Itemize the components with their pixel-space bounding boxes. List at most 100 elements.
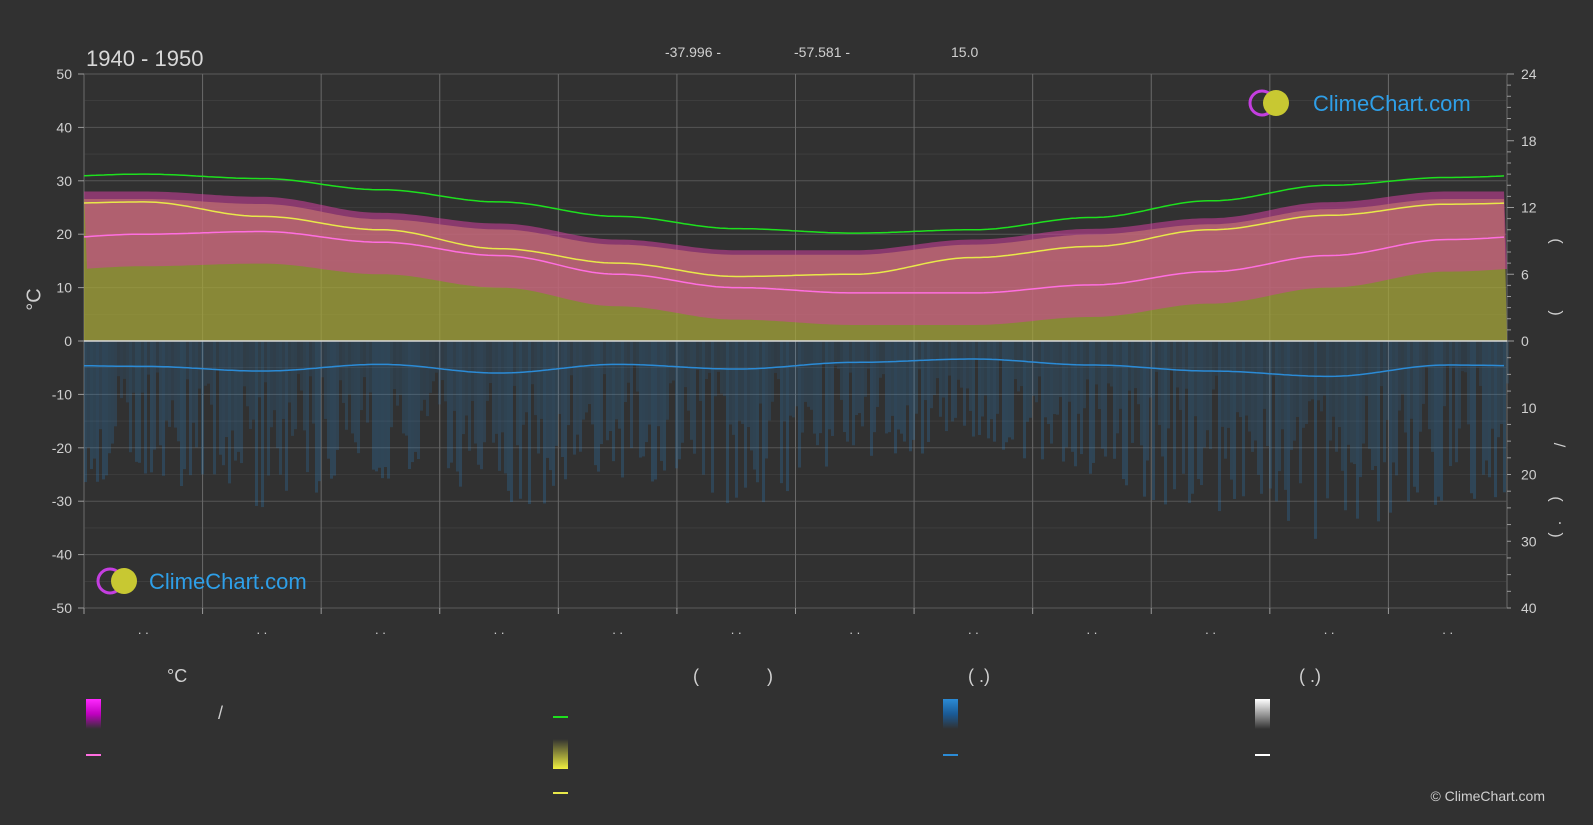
rain-bar bbox=[486, 341, 489, 401]
rain-bar bbox=[513, 341, 516, 386]
rain-bar bbox=[438, 341, 441, 405]
rain-bar bbox=[582, 341, 585, 420]
rain-bar bbox=[279, 341, 282, 475]
rain-bar bbox=[879, 341, 882, 378]
rain-bar bbox=[1125, 341, 1128, 486]
rain-bar bbox=[297, 341, 300, 374]
longitude-label: -57.581 - bbox=[794, 44, 851, 60]
rain-bar bbox=[813, 341, 816, 434]
rain-bar bbox=[510, 341, 513, 502]
right-mm-tick-label: 10 bbox=[1521, 400, 1537, 416]
rain-bar bbox=[606, 341, 609, 441]
rain-bar bbox=[1476, 341, 1479, 368]
rain-bar bbox=[414, 341, 417, 452]
rain-bar bbox=[339, 341, 342, 381]
right-axis-lower-dot: · bbox=[1551, 520, 1569, 526]
rain-bar bbox=[1134, 341, 1137, 389]
rain-bar bbox=[150, 341, 153, 473]
rain-bar bbox=[99, 341, 102, 430]
rain-bar bbox=[219, 341, 222, 455]
rain-bar bbox=[861, 341, 864, 427]
rain-bar bbox=[372, 341, 375, 470]
rain-bar bbox=[651, 341, 654, 482]
rain-bar bbox=[1395, 341, 1398, 476]
rain-bar bbox=[405, 341, 408, 436]
rain-bar bbox=[1050, 341, 1053, 444]
logo-text-top[interactable]: ClimeChart.com bbox=[1313, 91, 1471, 116]
rain-bar bbox=[1236, 341, 1239, 413]
logo-top[interactable] bbox=[1248, 89, 1289, 117]
rain-bar bbox=[591, 341, 594, 425]
rain-bar bbox=[648, 341, 651, 425]
rain-bar bbox=[375, 341, 378, 472]
rain-bar bbox=[783, 341, 786, 422]
rain-bar bbox=[1194, 341, 1197, 417]
rain-bar bbox=[1008, 341, 1011, 438]
logo-text-bottom[interactable]: ClimeChart.com bbox=[149, 569, 307, 594]
rain-bar bbox=[378, 341, 381, 468]
left-tick-label: -50 bbox=[52, 600, 72, 616]
rain-bar bbox=[594, 341, 597, 466]
rain-bar bbox=[264, 341, 267, 383]
right-axis-paren-open: ( bbox=[1547, 238, 1565, 244]
rain-bar bbox=[336, 341, 339, 450]
rain-bar bbox=[804, 341, 807, 402]
rain-bar bbox=[1218, 341, 1221, 512]
rain-bar bbox=[978, 341, 981, 435]
rain-bar bbox=[234, 341, 237, 461]
rain-bar bbox=[702, 341, 705, 475]
rain-bar bbox=[516, 341, 519, 446]
rain-bar bbox=[462, 341, 465, 435]
rain-bar bbox=[561, 341, 564, 458]
right-axis-lower-close: ) bbox=[1547, 532, 1565, 538]
rain-bar bbox=[1458, 341, 1461, 429]
rain-bar bbox=[930, 341, 933, 409]
rain-bar bbox=[828, 341, 831, 430]
rain-bar bbox=[1350, 341, 1353, 463]
rain-bar bbox=[990, 341, 993, 420]
rain-bar bbox=[1305, 341, 1308, 424]
rain-bar bbox=[129, 341, 132, 453]
rain-bar bbox=[240, 341, 243, 464]
rain-bar bbox=[1344, 341, 1347, 511]
rain-bar bbox=[1032, 341, 1035, 396]
rain-bar bbox=[1242, 341, 1245, 497]
rain-bar bbox=[1233, 341, 1236, 499]
rain-bar bbox=[114, 341, 117, 427]
rain-bar bbox=[1452, 341, 1455, 369]
rain-bar bbox=[900, 341, 903, 434]
rain-bar bbox=[717, 341, 720, 372]
legend-sun-paren-open: ( bbox=[693, 666, 699, 686]
rain-bar bbox=[1035, 341, 1038, 403]
rain-bar bbox=[1491, 341, 1494, 429]
rain-bar bbox=[465, 341, 468, 416]
right-axis-paren-close: ) bbox=[1547, 310, 1565, 316]
rain-bar bbox=[1056, 341, 1059, 415]
rain-bar bbox=[633, 341, 636, 366]
rain-bar bbox=[1260, 341, 1263, 494]
rain-bar bbox=[756, 341, 759, 483]
logo-bottom[interactable] bbox=[96, 567, 137, 595]
rain-bar bbox=[870, 341, 873, 456]
rain-bar bbox=[549, 341, 552, 471]
chart-title: 1940 - 1950 bbox=[86, 46, 204, 71]
rain-bar bbox=[1389, 341, 1392, 513]
rain-bar bbox=[771, 341, 774, 402]
rain-bar bbox=[792, 341, 795, 418]
rain-bar bbox=[909, 341, 912, 452]
rain-bar bbox=[690, 341, 693, 440]
rain-bar bbox=[435, 341, 438, 373]
rain-bar bbox=[1239, 341, 1242, 418]
month-label: . . bbox=[968, 622, 979, 637]
rain-bar bbox=[1044, 341, 1047, 418]
rain-bar bbox=[390, 341, 393, 428]
rain-bar bbox=[1221, 341, 1224, 427]
rain-bar bbox=[837, 341, 840, 369]
rain-bar bbox=[696, 341, 699, 370]
rain-bar bbox=[564, 341, 567, 480]
rain-bar bbox=[159, 341, 162, 446]
right-hours-tick-label: 24 bbox=[1521, 66, 1537, 82]
rain-bar bbox=[765, 341, 768, 459]
copyright[interactable]: © ClimeChart.com bbox=[1430, 788, 1545, 804]
left-tick-label: 30 bbox=[56, 173, 72, 189]
